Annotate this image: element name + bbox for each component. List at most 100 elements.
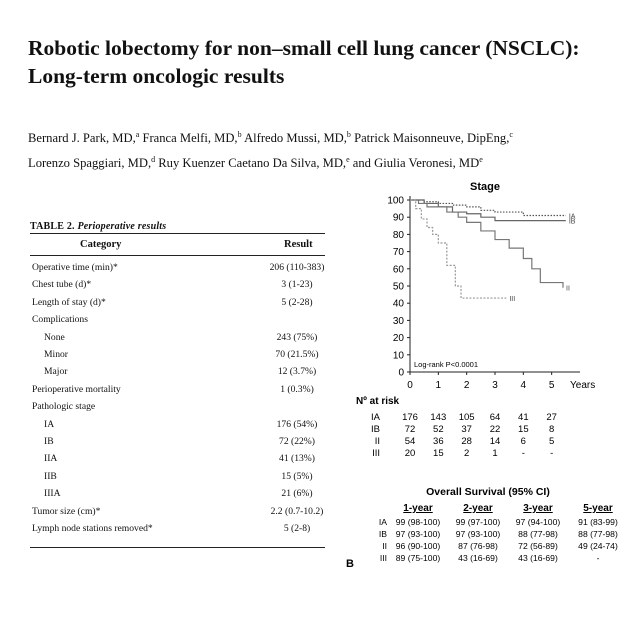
table-row-label: IIA [44, 453, 58, 465]
at-risk-title: Nº at risk [356, 396, 400, 407]
at-risk-stage: II [375, 436, 380, 447]
survival-col-header: 1-year [403, 503, 433, 514]
author-affiliation-mark: b [237, 130, 242, 139]
table-rule-header [30, 255, 325, 256]
y-tick-label: 100 [387, 196, 404, 207]
table-header-category: Category [80, 239, 122, 250]
table-row-label: Tumor size (cm)* [32, 505, 101, 517]
table-row-label: IIB [44, 470, 57, 482]
at-risk-stage: IB [371, 424, 380, 435]
table-row-value: 243 (75%) [276, 331, 318, 343]
y-tick-label: 80 [393, 230, 405, 241]
author-name: Patrick Maisonneuve, DipEng, [354, 131, 510, 146]
table-row-label: Perioperative mortality [32, 383, 121, 395]
author-affiliation-mark: c [509, 130, 513, 139]
table-row-value: 176 (54%) [276, 418, 318, 430]
at-risk-value: 27 [546, 412, 557, 423]
at-risk-value: 5 [549, 436, 554, 447]
table-row-value: 2.2 (0.7-10.2) [270, 505, 324, 517]
table-row-label: Length of stay (d)* [32, 296, 106, 308]
chart-title: Stage [470, 181, 500, 193]
table-row-value: 12 (3.7%) [277, 366, 317, 378]
table-row-value: 206 (110-383) [269, 262, 325, 273]
table-rule-bottom [30, 547, 325, 548]
table-row-label: IA [44, 418, 55, 430]
survival-value: 99 (97-100) [456, 517, 501, 527]
table-row-label: Chest tube (d)* [32, 279, 92, 291]
table-header-result: Result [284, 239, 313, 250]
y-tick-label: 70 [393, 247, 405, 258]
table-row-label: Major [44, 366, 68, 378]
at-risk-stage: III [372, 448, 380, 459]
table-row-value: 1 (0.3%) [280, 383, 314, 395]
table-row-label: Operative time (min)* [32, 262, 118, 273]
series-line-ib [410, 199, 566, 222]
at-risk-value: 64 [490, 412, 501, 423]
series-label-ii: II [566, 286, 570, 293]
author-name: Ruy Kuenzer Caetano Da Silva, MD, [158, 156, 347, 171]
title-line-2: Long-term oncologic results [28, 64, 285, 88]
at-risk-value: 36 [433, 436, 444, 447]
table-row-value: 15 (5%) [281, 470, 313, 482]
x-axis-label: Years [570, 380, 595, 391]
author-name: Alfredo Mussi, MD, [244, 131, 347, 146]
at-risk-value: 1 [492, 448, 497, 459]
table-row-value: 70 (21.5%) [275, 349, 319, 360]
at-risk-value: 15 [518, 424, 529, 435]
y-tick-label: 40 [393, 299, 405, 310]
survival-value: 89 (75-100) [396, 553, 441, 563]
at-risk-value: 15 [433, 448, 444, 459]
at-risk-value: - [550, 448, 553, 459]
at-risk-value: - [522, 448, 525, 459]
survival-row-stage: III [380, 553, 387, 563]
table-rule-top [30, 233, 325, 234]
x-tick-label: 2 [464, 380, 470, 391]
survival-col-header: 3-year [523, 503, 553, 514]
at-risk-value: 22 [490, 424, 501, 435]
table-row-value: 21 (6%) [281, 488, 313, 500]
table-row-label: IB [44, 436, 54, 447]
survival-value: 88 (77-98) [518, 529, 558, 539]
survival-value: 49 (24-74) [578, 541, 618, 551]
y-tick-label: 10 [393, 350, 405, 361]
panel-label: B [346, 558, 354, 570]
article-title: Robotic lobectomy for non–small cell lun… [28, 34, 618, 90]
survival-value: 72 (56-89) [518, 541, 558, 551]
author-affiliation-mark: e [479, 155, 483, 165]
at-risk-value: 72 [405, 424, 416, 435]
y-tick-label: 60 [393, 264, 405, 275]
x-tick-label: 0 [407, 380, 413, 391]
at-risk-value: 176 [402, 412, 418, 423]
at-risk-value: 28 [461, 436, 472, 447]
survival-row-stage: IB [379, 529, 387, 539]
at-risk-value: 37 [461, 424, 472, 435]
author-affiliation-mark: e [346, 155, 350, 165]
survival-value: 43 (16-69) [518, 553, 558, 563]
x-tick-label: 3 [492, 380, 498, 391]
survival-row-stage: II [382, 541, 387, 551]
at-risk-value: 54 [405, 436, 416, 447]
x-tick-label: 5 [549, 380, 555, 391]
table-row-label: Minor [44, 349, 68, 360]
survival-col-header: 2-year [463, 503, 493, 514]
at-risk-value: 6 [521, 436, 526, 447]
survival-table-title: Overall Survival (95% CI) [426, 486, 550, 498]
table-row-value: 72 (22%) [279, 436, 315, 447]
table-row-value: 5 (2-8) [283, 523, 311, 534]
table-row-label: Lymph node stations removed* [32, 523, 153, 534]
series-line-ia [410, 199, 566, 217]
table-row-value: 41 (13%) [279, 453, 315, 465]
survival-col-header: 5-year [583, 503, 613, 514]
survival-value: 97 (93-100) [396, 529, 441, 539]
author-name: Bernard J. Park, MD, [28, 131, 136, 146]
at-risk-value: 14 [490, 436, 501, 447]
at-risk-stage: IA [371, 412, 381, 423]
y-tick-label: 50 [393, 282, 405, 293]
y-tick-label: 0 [398, 368, 404, 379]
survival-value: 97 (93-100) [456, 529, 501, 539]
survival-row-stage: IA [379, 517, 387, 527]
at-risk-value: 41 [518, 412, 529, 423]
at-risk-value: 52 [433, 424, 444, 435]
at-risk-value: 8 [549, 424, 554, 435]
